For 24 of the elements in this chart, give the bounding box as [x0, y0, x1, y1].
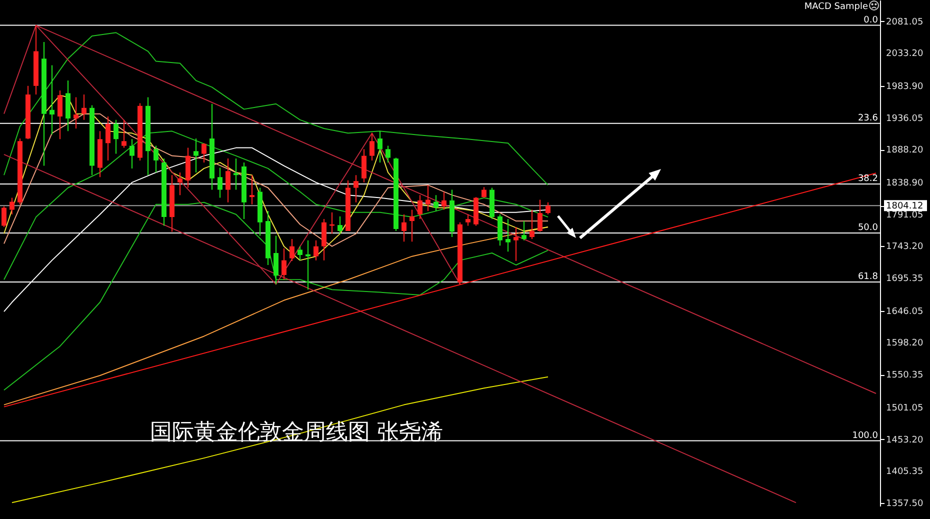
y-tick-label: 1405.35: [886, 467, 924, 478]
annotation: 50.0: [858, 223, 878, 234]
annotation: 0.0: [864, 15, 878, 26]
y-tick-label: 1501.05: [886, 403, 924, 414]
y-tick-label: 1743.20: [886, 242, 924, 252]
y-tick-label: 1550.35: [886, 370, 924, 381]
annotation: MACD Sample: [804, 2, 868, 12]
y-tick-label: 1888.20: [886, 146, 924, 156]
y-tick-label: 1791.05: [886, 210, 924, 220]
annotation: 61.8: [858, 272, 878, 282]
y-tick-label: 1357.50: [886, 499, 924, 510]
y-tick-label: 1695.35: [886, 274, 924, 284]
y-tick-label: 1598.20: [886, 338, 924, 349]
y-tick-label: 1983.90: [886, 82, 924, 92]
y-tick-label: 1804.12: [886, 202, 924, 212]
annotation: 23.6: [858, 113, 878, 124]
y-tick-label: 2033.20: [886, 49, 924, 60]
y-tick-label: 1936.05: [886, 114, 924, 124]
annotation: 38.2: [858, 174, 878, 184]
annotation: 100.0: [852, 430, 878, 441]
y-tick-label: 2081.05: [886, 17, 924, 28]
y-tick-label: 1646.05: [886, 306, 924, 317]
y-tick-label: 1453.20: [886, 435, 924, 446]
y-tick-label: 1838.90: [886, 178, 924, 188]
